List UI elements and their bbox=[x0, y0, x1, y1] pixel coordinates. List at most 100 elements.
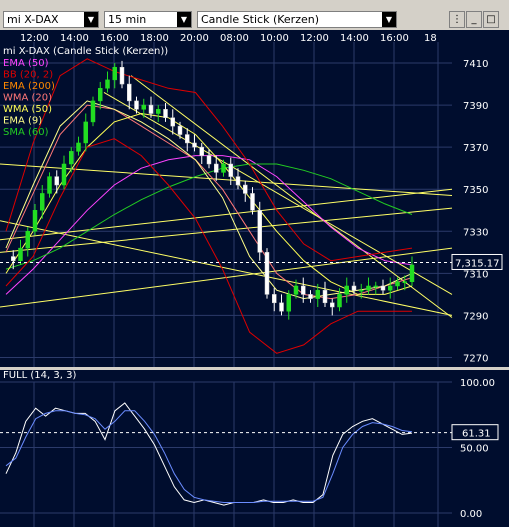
main-chart-title: mi X-DAX (Candle Stick (Kerzen)) bbox=[3, 46, 168, 57]
candle[interactable] bbox=[32, 210, 38, 232]
candle[interactable] bbox=[61, 163, 67, 186]
y-tick-label: 7350 bbox=[463, 185, 488, 196]
trendline[interactable] bbox=[0, 220, 453, 316]
series-line-wma-50[interactable] bbox=[5, 112, 413, 295]
interval-select[interactable]: 15 min ▼ bbox=[104, 11, 192, 28]
candle[interactable] bbox=[47, 176, 52, 194]
trendline[interactable] bbox=[103, 92, 453, 295]
chart-type-select[interactable]: Candle Stick (Kerzen) ▼ bbox=[197, 11, 397, 28]
candle[interactable] bbox=[272, 294, 277, 304]
candle[interactable] bbox=[206, 155, 212, 165]
instrument-value: mi X-DAX bbox=[7, 13, 59, 26]
minimize-button[interactable]: _ bbox=[466, 11, 482, 28]
legend-item: WMA (50) bbox=[3, 104, 52, 115]
candle[interactable] bbox=[344, 285, 349, 295]
chevron-down-icon[interactable]: ▼ bbox=[177, 12, 191, 27]
candle[interactable] bbox=[330, 302, 335, 308]
candle[interactable] bbox=[98, 88, 103, 102]
candle[interactable] bbox=[90, 100, 96, 123]
candle[interactable] bbox=[380, 285, 386, 291]
toolbar: mi X-DAX ▼ 15 min ▼ Candle Stick (Kerzen… bbox=[0, 0, 509, 31]
legend-item: EMA (200) bbox=[3, 81, 55, 92]
chart-area[interactable]: 12:00 14:00 16:00 18:00 20:00 08:00 10:00 12:00… bbox=[0, 30, 509, 527]
candle[interactable] bbox=[301, 285, 306, 295]
candle[interactable] bbox=[373, 285, 378, 288]
candle[interactable] bbox=[395, 281, 400, 287]
candle[interactable] bbox=[402, 281, 407, 284]
candle[interactable] bbox=[163, 109, 168, 118]
candle[interactable] bbox=[286, 294, 291, 312]
candle[interactable] bbox=[279, 302, 284, 312]
candle[interactable] bbox=[185, 134, 190, 144]
candle[interactable] bbox=[221, 163, 226, 173]
candle[interactable] bbox=[170, 117, 175, 127]
candle[interactable] bbox=[366, 285, 371, 291]
candle[interactable] bbox=[119, 66, 125, 85]
series-line-sma-60[interactable] bbox=[5, 163, 413, 270]
candle[interactable] bbox=[337, 294, 342, 308]
candle[interactable] bbox=[359, 289, 364, 292]
candle[interactable] bbox=[250, 193, 255, 211]
candle[interactable] bbox=[69, 151, 74, 165]
x-axis: 12:00 14:00 16:00 18:00 20:00 08:00 10:00 12:00… bbox=[20, 33, 437, 44]
candle[interactable] bbox=[18, 247, 23, 261]
chart-svg[interactable]: 12:00 14:00 16:00 18:00 20:00 08:00 10:00 12:00… bbox=[0, 30, 509, 527]
candle[interactable] bbox=[40, 193, 45, 211]
panel-divider[interactable] bbox=[0, 367, 509, 370]
maximize-button[interactable]: □ bbox=[483, 11, 499, 28]
candle[interactable] bbox=[141, 104, 146, 110]
candle[interactable] bbox=[409, 264, 415, 283]
chevron-down-icon[interactable]: ▼ bbox=[84, 12, 98, 27]
candle[interactable] bbox=[235, 176, 241, 186]
candle[interactable] bbox=[83, 121, 88, 144]
candle[interactable] bbox=[257, 210, 262, 253]
oscillator-panel[interactable]: 100.00 50.00 0.00 61.31 bbox=[0, 370, 509, 527]
y-tick-label: 7290 bbox=[463, 311, 488, 322]
candle[interactable] bbox=[228, 163, 233, 177]
candle[interactable] bbox=[308, 294, 313, 299]
series-line-bb-lower[interactable] bbox=[5, 138, 412, 354]
candle[interactable] bbox=[148, 104, 154, 114]
main-y-axis: 7270 7290 7310 7330 7350 7370 7390 7410 bbox=[463, 59, 488, 364]
toolbar-settings-button[interactable]: ⋮ bbox=[449, 11, 465, 28]
series-line-bb-upper[interactable] bbox=[5, 58, 413, 262]
trendline[interactable] bbox=[0, 188, 453, 241]
legend-item: EMA (9) bbox=[3, 116, 42, 127]
candle[interactable] bbox=[156, 109, 161, 114]
candle[interactable] bbox=[112, 66, 117, 81]
minimize-icon: _ bbox=[471, 14, 477, 25]
candle[interactable] bbox=[322, 289, 328, 304]
candle[interactable] bbox=[54, 176, 59, 186]
candle[interactable] bbox=[351, 285, 357, 291]
osc-line-full-d[interactable] bbox=[5, 410, 413, 503]
candle[interactable] bbox=[177, 125, 183, 135]
candle[interactable] bbox=[11, 256, 16, 261]
series-line-ema-9[interactable] bbox=[5, 100, 413, 300]
candle[interactable] bbox=[199, 146, 204, 156]
candle[interactable] bbox=[264, 252, 270, 295]
candle[interactable] bbox=[315, 289, 320, 299]
oscillator-title: FULL (14, 3, 3) bbox=[3, 370, 76, 381]
candle[interactable] bbox=[388, 285, 393, 291]
main-plot[interactable]: 7,315.17 bbox=[0, 58, 503, 354]
series-line-wma-20[interactable] bbox=[5, 104, 413, 300]
candle[interactable] bbox=[127, 83, 132, 102]
trendline[interactable] bbox=[130, 75, 453, 318]
y-tick-label: 7390 bbox=[463, 101, 488, 112]
candle[interactable] bbox=[214, 163, 219, 173]
oscillator-background bbox=[0, 370, 509, 527]
candle[interactable] bbox=[25, 231, 30, 249]
candle[interactable] bbox=[134, 100, 139, 110]
candle[interactable] bbox=[243, 184, 248, 194]
chevron-down-icon[interactable]: ▼ bbox=[382, 12, 396, 27]
trendline[interactable] bbox=[0, 207, 453, 253]
instrument-select[interactable]: mi X-DAX ▼ bbox=[3, 11, 99, 28]
candle[interactable] bbox=[293, 285, 299, 295]
legend-item: SMA (60) bbox=[3, 127, 49, 138]
maximize-icon: □ bbox=[486, 14, 496, 25]
candle[interactable] bbox=[76, 142, 81, 152]
x-tick-label: 14:00 bbox=[60, 33, 89, 44]
candle[interactable] bbox=[192, 142, 197, 148]
candle[interactable] bbox=[105, 79, 110, 89]
